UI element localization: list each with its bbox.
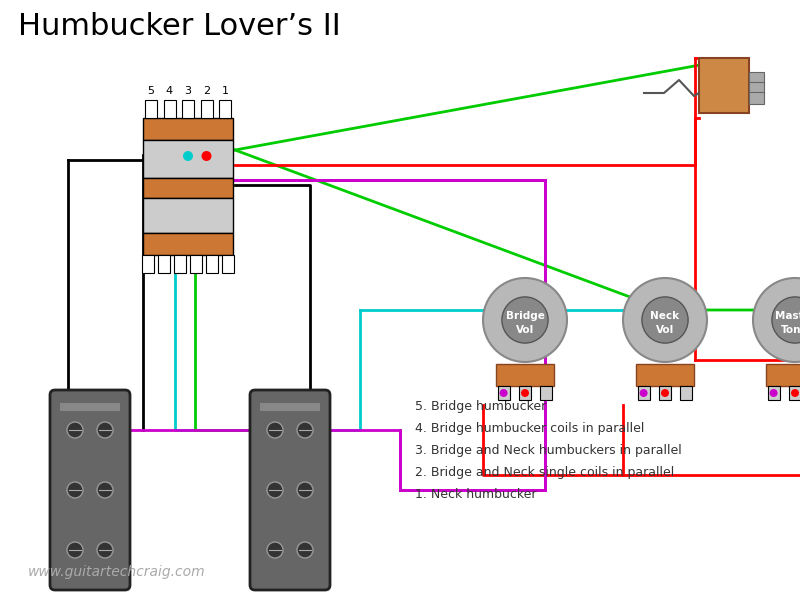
Text: 4. Bridge humbucker coils in parallel: 4. Bridge humbucker coils in parallel [415,422,644,435]
Bar [496,364,554,386]
Bar [142,255,154,273]
Circle shape [183,151,193,161]
Bar [145,100,157,118]
FancyBboxPatch shape [250,390,330,590]
Text: 4: 4 [166,86,173,96]
Circle shape [502,297,548,343]
Bar [749,92,764,104]
Circle shape [97,542,113,558]
Circle shape [297,422,313,438]
Bar [222,255,234,273]
Bar [749,82,764,94]
Bar [143,118,233,140]
Text: Master: Master [774,311,800,321]
Circle shape [67,482,83,498]
Text: 5. Bridge humbucker: 5. Bridge humbucker [415,400,546,413]
Text: 3. Bridge and Neck humbuckers in parallel: 3. Bridge and Neck humbuckers in paralle… [415,444,682,457]
Bar [638,386,650,400]
Text: Neck: Neck [650,311,679,321]
Bar [143,233,233,255]
Bar [541,386,552,400]
Bar [519,386,531,400]
Circle shape [521,389,529,397]
Circle shape [642,297,688,343]
Circle shape [772,297,800,343]
Circle shape [499,389,508,397]
Text: 3: 3 [185,86,191,96]
Circle shape [753,278,800,362]
Text: 1. Neck humbucker: 1. Neck humbucker [415,488,537,501]
Text: 1: 1 [222,86,229,96]
Bar [190,255,202,273]
Circle shape [267,482,283,498]
Bar [60,403,120,411]
Bar [680,386,692,400]
Text: www.guitartechcraig.com: www.guitartechcraig.com [28,565,206,579]
Bar [143,140,233,178]
Bar [158,255,170,273]
Text: 5: 5 [147,86,154,96]
Text: Humbucker Lover’s II: Humbucker Lover’s II [18,12,341,41]
Circle shape [97,482,113,498]
Circle shape [770,389,778,397]
Circle shape [297,542,313,558]
Bar [659,386,671,400]
Circle shape [67,542,83,558]
Bar [206,255,218,273]
Text: 2. Bridge and Neck single coils in parallel: 2. Bridge and Neck single coils in paral… [415,466,674,479]
Bar [766,364,800,386]
Bar [789,386,800,400]
Bar [174,255,186,273]
Bar [699,58,749,113]
Bar [163,100,175,118]
Text: 2: 2 [203,86,210,96]
Bar [498,386,510,400]
Circle shape [267,422,283,438]
Circle shape [661,389,669,397]
Bar [768,386,779,400]
Bar [636,364,694,386]
Circle shape [297,482,313,498]
Text: Tone: Tone [781,325,800,335]
Circle shape [202,151,211,161]
FancyBboxPatch shape [50,390,130,590]
Bar [143,178,233,198]
Circle shape [623,278,707,362]
Circle shape [67,422,83,438]
Circle shape [97,422,113,438]
Bar [143,198,233,233]
Text: Vol: Vol [656,325,674,335]
Circle shape [267,542,283,558]
Circle shape [483,278,567,362]
Bar [260,403,320,411]
Circle shape [640,389,648,397]
Text: Vol: Vol [516,325,534,335]
Bar [749,72,764,84]
Circle shape [791,389,799,397]
Text: Bridge: Bridge [506,311,545,321]
Bar [182,100,194,118]
Bar [219,100,231,118]
Bar [201,100,213,118]
